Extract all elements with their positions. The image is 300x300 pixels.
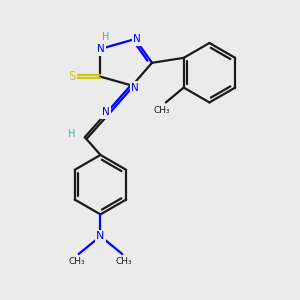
Text: CH₃: CH₃ xyxy=(68,257,85,266)
Text: N: N xyxy=(97,44,104,54)
Text: N: N xyxy=(131,82,139,93)
Text: N: N xyxy=(133,34,141,44)
Text: S: S xyxy=(68,70,75,83)
Text: CH₃: CH₃ xyxy=(116,257,133,266)
Text: N: N xyxy=(96,231,105,241)
Text: CH₃: CH₃ xyxy=(154,106,170,115)
Text: H: H xyxy=(102,32,109,42)
Text: N: N xyxy=(101,107,109,117)
Text: H: H xyxy=(68,129,75,139)
